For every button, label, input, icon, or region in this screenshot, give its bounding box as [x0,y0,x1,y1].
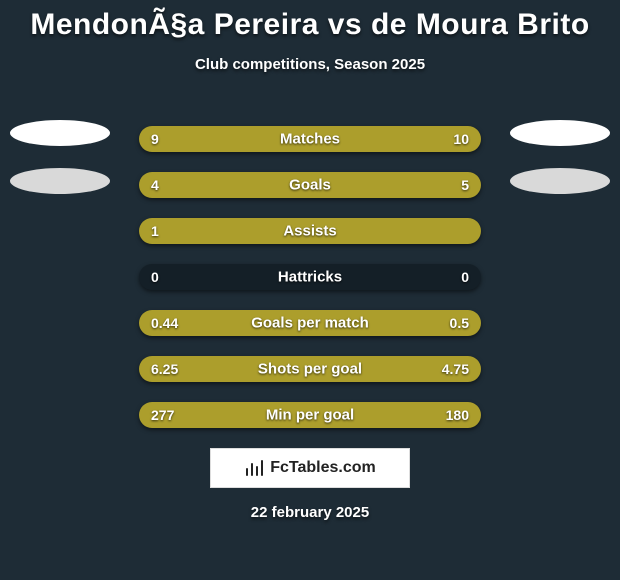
stat-value-left: 4 [151,177,159,193]
stat-value-left: 9 [151,131,159,147]
left-player-badges [10,120,110,194]
stat-bar-left [139,172,289,198]
page-subtitle: Club competitions, Season 2025 [0,56,620,73]
stat-value-left: 6.25 [151,361,178,377]
stat-value-left: 0 [151,269,159,285]
stat-value-left: 0.44 [151,315,178,331]
chart-icon [244,458,264,478]
stat-row: Hattricks 0 0 [139,264,481,290]
stat-value-right: 10 [453,131,469,147]
stat-value-right: 0.5 [450,315,469,331]
stat-bar-left [139,126,300,152]
stat-label: Hattricks [278,269,342,286]
stat-value-right: 180 [446,407,469,423]
stat-row: Goals per match 0.44 0.5 [139,310,481,336]
branding-badge: FcTables.com [210,448,410,488]
stat-value-right: 5 [461,177,469,193]
stat-value-right: 0 [461,269,469,285]
stat-row: Shots per goal 6.25 4.75 [139,356,481,382]
stats-bars: Matches 9 10 Goals 4 5 Assists 1 Hattricks 0 0 Goal… [139,126,481,428]
stat-row: Goals 4 5 [139,172,481,198]
comparison-infographic: MendonÃ§a Pereira vs de Moura Brito Club… [0,0,620,580]
player-badge-ellipse [10,168,110,194]
stat-label: Min per goal [266,407,354,424]
stat-row: Assists 1 [139,218,481,244]
stat-label: Goals [289,177,331,194]
stat-row: Matches 9 10 [139,126,481,152]
page-title: MendonÃ§a Pereira vs de Moura Brito [0,0,620,42]
stat-label: Shots per goal [258,361,362,378]
player-badge-ellipse [510,168,610,194]
stat-label: Goals per match [251,315,369,332]
stat-label: Matches [280,131,340,148]
player-badge-ellipse [10,120,110,146]
stat-value-left: 277 [151,407,174,423]
branding-text: FcTables.com [270,459,376,477]
stat-label: Assists [283,223,336,240]
stat-value-right: 4.75 [442,361,469,377]
stat-value-left: 1 [151,223,159,239]
date-stamp: 22 february 2025 [251,504,369,521]
player-badge-ellipse [510,120,610,146]
stat-row: Min per goal 277 180 [139,402,481,428]
right-player-badges [510,120,610,194]
